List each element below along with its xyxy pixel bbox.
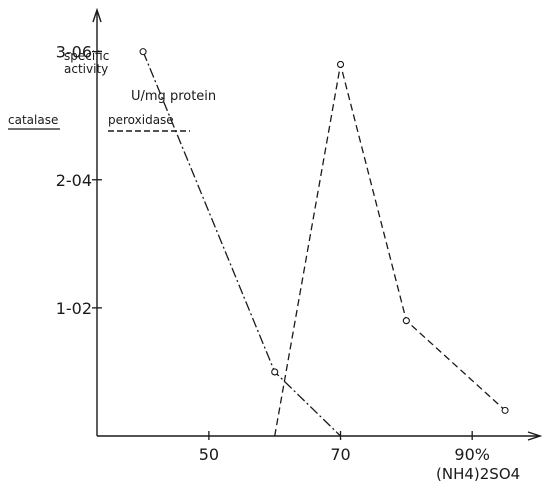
y-tick-label: 1-02 <box>56 299 92 318</box>
ylabel-line1: specific <box>64 49 109 63</box>
data-point-peroxidase <box>402 317 410 325</box>
series-line-catalase <box>142 51 341 437</box>
series-peroxidase <box>274 60 509 437</box>
data-point-peroxidase <box>501 406 509 414</box>
scale-header-catalase: catalase <box>8 113 58 127</box>
axes <box>92 7 542 441</box>
series-catalase <box>139 48 341 437</box>
x-axis-arrow <box>527 431 542 441</box>
tick-layer: 3-06 2-04 1-02 50 70 90%(NH4)2SO4 <box>56 43 520 483</box>
scale-header-peroxidase: peroxidase <box>108 113 174 127</box>
data-point-catalase <box>139 48 147 56</box>
y-tick-label: 3-06 <box>56 43 92 62</box>
y-axis-arrow <box>92 7 102 23</box>
x-tick-label: 90% <box>454 445 490 464</box>
y-tick-label: 2-04 <box>56 171 92 190</box>
series-layer <box>139 48 509 437</box>
data-point-catalase <box>271 368 279 376</box>
x-tick-label: 50 <box>199 445 219 464</box>
y-axis-title: specific activity U/mg protein <box>64 49 216 104</box>
ylabel-line2: activity <box>64 62 108 76</box>
ylabel-units: U/mg protein <box>131 89 216 104</box>
scale-headers: catalase peroxidase <box>8 113 190 132</box>
x-axis-title: (NH4)2SO4 <box>436 465 520 483</box>
data-point-peroxidase <box>336 60 345 68</box>
series-line-peroxidase <box>274 64 506 437</box>
x-tick-label: 70 <box>330 445 350 464</box>
